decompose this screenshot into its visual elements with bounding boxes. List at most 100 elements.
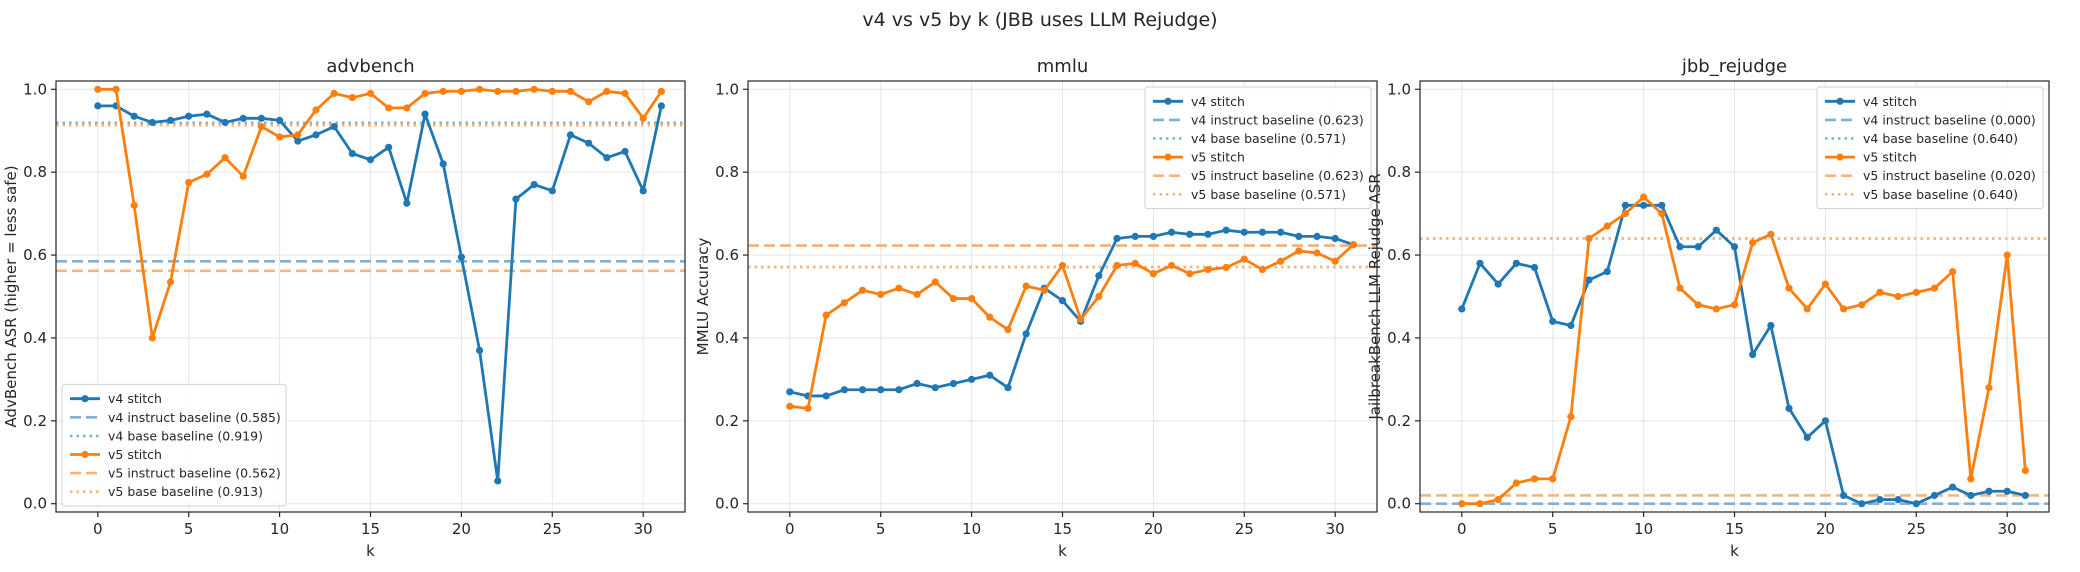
data-point [1621, 201, 1630, 209]
data-point [94, 102, 102, 110]
data-point [1240, 255, 1248, 263]
data-point [548, 87, 556, 95]
y-tick-label: 0.4 [715, 329, 739, 347]
y-tick-label: 0.4 [1387, 329, 1411, 347]
data-point [1476, 259, 1484, 267]
x-tick-label: 10 [270, 520, 289, 538]
data-point [639, 114, 647, 122]
x-tick-label: 30 [1998, 520, 2017, 538]
data-point [1785, 284, 1793, 292]
data-point [895, 386, 903, 394]
legend-label: v4 instruct baseline (0.000) [1863, 112, 2036, 127]
data-point [931, 278, 939, 286]
data-point [1603, 222, 1611, 230]
data-point [858, 386, 867, 394]
chart-title: jbb_rejudge [1681, 56, 1787, 77]
data-point [1113, 261, 1121, 270]
chart-panels: 0 5 10 15 20 25 30 0.0 0.2 0.4 0.6 0.8 1.0 advbench k A… [2, 56, 2050, 560]
data-point [657, 87, 665, 95]
series-line [1461, 195, 2027, 506]
data-point [1876, 495, 1884, 504]
data-point [1222, 263, 1230, 272]
data-point [1530, 263, 1539, 272]
data-point [1676, 284, 1684, 292]
data-point [2003, 251, 2011, 259]
data-point [1004, 326, 1012, 334]
y-tick-label: 0.0 [1387, 495, 1411, 513]
data-point [822, 392, 830, 400]
legend-label: v4 instruct baseline (0.585) [108, 410, 281, 425]
data-point [494, 477, 502, 485]
data-point [221, 154, 229, 162]
data-point [1095, 292, 1103, 301]
data-point [1894, 292, 1902, 301]
data-point [1585, 234, 1593, 243]
data-point [1949, 268, 1957, 276]
data-point [1258, 228, 1267, 236]
data-point [221, 118, 229, 127]
data-point [1749, 239, 1757, 247]
legend-swatch-marker [81, 395, 89, 403]
data-point [203, 110, 211, 118]
data-point [1749, 350, 1757, 359]
data-point [621, 89, 629, 98]
data-point [1858, 301, 1866, 309]
y-tick-label: 1.0 [23, 80, 47, 98]
y-tick-label: 0.0 [715, 495, 739, 513]
data-point [148, 334, 156, 342]
data-point [1785, 404, 1793, 412]
data-point [1803, 305, 1811, 313]
data-point [949, 379, 958, 388]
data-point [330, 122, 338, 131]
data-point [1258, 265, 1267, 274]
y-tick-label: 0.4 [23, 329, 47, 347]
data-point [1730, 301, 1739, 309]
data-point [1839, 491, 1848, 500]
y-axis-label: JailbreakBench LLM Rejudge ASR [1366, 173, 1384, 420]
legend-label: v4 base baseline (0.919) [108, 428, 263, 443]
legend-label: v4 instruct baseline (0.623) [1191, 112, 1364, 127]
data-point [1821, 417, 1829, 425]
x-tick-label: 0 [1457, 520, 1467, 538]
data-point [1640, 193, 1648, 201]
data-point [1458, 305, 1466, 313]
legend-label: v4 base baseline (0.640) [1863, 131, 2018, 146]
data-point [2021, 466, 2029, 475]
x-tick-label: 25 [1235, 520, 1254, 538]
data-point [786, 388, 794, 396]
data-point [585, 139, 593, 147]
data-point [1549, 317, 1557, 325]
data-point [239, 114, 247, 122]
data-point [1458, 500, 1466, 508]
data-point [1912, 288, 1920, 296]
data-point [1912, 500, 1920, 508]
data-point [949, 294, 958, 303]
chart-panel-advbench: 0 5 10 15 20 25 30 0.0 0.2 0.4 0.6 0.8 1.0 advbench k A… [2, 56, 686, 560]
data-point [348, 93, 356, 102]
data-point [1222, 226, 1230, 234]
data-point [1694, 243, 1702, 251]
data-point [1658, 210, 1666, 218]
data-point [1040, 286, 1048, 294]
data-point [1985, 384, 1993, 392]
data-point [439, 87, 447, 95]
data-point [1313, 232, 1321, 241]
data-point [1204, 265, 1212, 274]
data-point [185, 112, 193, 120]
data-point [1640, 201, 1648, 209]
y-tick-label: 0.0 [23, 495, 47, 513]
data-point [366, 89, 375, 98]
data-point [603, 154, 611, 162]
legend-box [1816, 86, 2044, 210]
data-point [1131, 232, 1139, 241]
y-tick-label: 0.8 [23, 163, 47, 181]
legend: v4 stitch v4 instruct baseline (0.585) v4 … [61, 383, 287, 507]
data-point [621, 147, 629, 156]
chart-panel-jbb-rejudge: 0 5 10 15 20 25 30 0.0 0.2 0.4 0.6 0.8 1.0 jbb_rejudg… [1366, 56, 2050, 560]
x-tick-label: 10 [1634, 520, 1653, 538]
legend-label: v4 base baseline (0.571) [1191, 131, 1346, 146]
y-tick-label: 0.6 [1387, 246, 1411, 264]
data-point [968, 294, 976, 303]
x-tick-label: 25 [543, 520, 562, 538]
y-tick-label: 0.2 [23, 412, 47, 430]
